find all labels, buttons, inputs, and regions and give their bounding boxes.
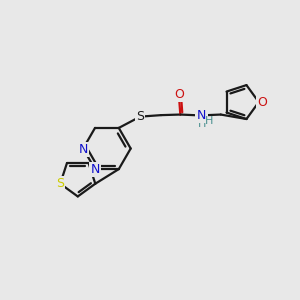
Text: H: H: [205, 116, 213, 126]
Text: O: O: [257, 96, 267, 109]
Text: O: O: [174, 88, 184, 101]
Text: H: H: [198, 119, 206, 129]
Text: S: S: [136, 110, 144, 123]
Text: N: N: [196, 109, 206, 122]
Text: S: S: [56, 177, 64, 190]
Text: N: N: [197, 113, 207, 126]
Text: N: N: [79, 142, 88, 156]
Text: N: N: [90, 163, 100, 176]
